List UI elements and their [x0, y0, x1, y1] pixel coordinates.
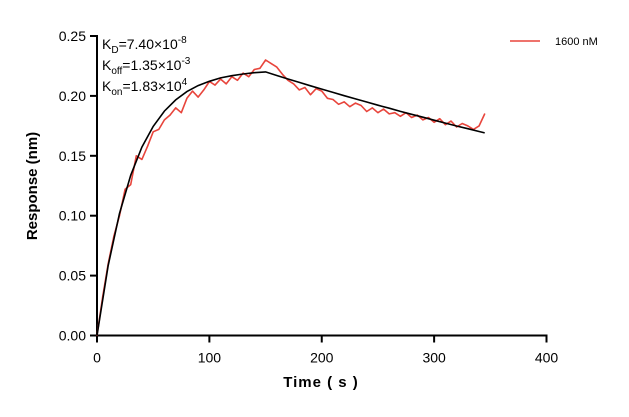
annotation-sup: -8 [178, 35, 187, 46]
data-point [366, 110, 368, 113]
data-point [467, 125, 469, 127]
annotation-sub: D [111, 45, 118, 56]
data-point [321, 90, 323, 92]
data-point [248, 76, 250, 78]
data-point [276, 66, 278, 68]
data-point [411, 116, 413, 119]
legend: 1600 nM [510, 36, 598, 48]
data-point [146, 145, 149, 147]
data-point [332, 98, 334, 101]
data-point [338, 103, 340, 105]
annotation-text: =1.83×10 [122, 78, 181, 94]
data-point [287, 79, 289, 81]
annotation-line: Kon=1.83×104 [102, 77, 188, 98]
data-point [382, 108, 385, 110]
y-tick-label: 0.05 [59, 268, 86, 284]
y-tick-label: 0.25 [59, 28, 86, 44]
data-point [461, 122, 463, 125]
annotation-sup: -3 [181, 56, 190, 67]
data-point [124, 188, 126, 190]
data-point [293, 83, 295, 85]
data-point [450, 120, 452, 122]
data-point [349, 106, 351, 108]
annotation-line: Koff=1.35×10-3 [102, 56, 191, 77]
data-point [186, 97, 188, 99]
annotation-sub: off [111, 66, 122, 77]
x-tick-label: 0 [93, 350, 101, 366]
data-point [304, 86, 306, 89]
data-point [158, 128, 160, 131]
data-point [180, 112, 182, 114]
data-point [169, 114, 171, 116]
y-tick-label: 0.00 [59, 328, 86, 344]
data-point [309, 94, 312, 96]
x-tick-label: 100 [198, 350, 222, 366]
y-tick-label: 0.20 [59, 88, 86, 104]
data-point [225, 83, 227, 85]
data-point [214, 84, 216, 86]
data-point [484, 113, 486, 115]
annotation-text: =7.40×10 [119, 36, 178, 52]
x-axis-label: Time ( s ) [283, 374, 359, 391]
data-point [360, 104, 362, 107]
data-point [371, 107, 373, 109]
data-point [478, 125, 480, 127]
y-tick-label: 0.15 [59, 148, 86, 164]
annotation-sub: on [111, 87, 122, 98]
data-point [236, 79, 239, 81]
data-point [175, 107, 177, 109]
y-axis-label: Response (nm) [24, 132, 41, 240]
data-point [433, 121, 435, 123]
annotation-base: K [102, 36, 112, 52]
data-point [394, 112, 396, 114]
plot-area [96, 59, 486, 337]
data-point [130, 183, 132, 186]
data-point [444, 124, 446, 126]
data-point [197, 96, 199, 98]
x-tick-label: 200 [310, 350, 334, 366]
data-point [264, 59, 267, 61]
data-point [326, 97, 328, 99]
x-tick-label: 300 [422, 350, 446, 366]
y-tick-label: 0.10 [59, 208, 86, 224]
data-point [270, 62, 272, 65]
data-point [220, 78, 222, 80]
data-point [141, 158, 143, 160]
axes: 0 100 200 300 400 0.00 0.05 0.10 0.15 0.20 0.25 [59, 28, 559, 366]
series-line-0 [96, 59, 486, 336]
legend-label: 1600 nM [555, 36, 598, 48]
annotation-line: KD=7.40×10-8 [102, 35, 187, 56]
data-point [253, 68, 255, 71]
data-point [135, 155, 137, 157]
data-point [354, 102, 357, 104]
annotation-sup: 4 [182, 77, 188, 88]
data-point [399, 115, 402, 117]
data-point [343, 101, 345, 103]
data-point [377, 112, 379, 114]
data-point [427, 116, 430, 119]
annotation-text: =1.35×10 [122, 57, 181, 73]
annotation-base: K [102, 57, 112, 73]
annotation-base: K [102, 78, 112, 94]
data-point [298, 89, 300, 91]
x-tick-label: 400 [535, 350, 559, 366]
data-point [422, 119, 424, 121]
data-point [439, 118, 441, 120]
data-point [315, 88, 317, 90]
data-point [203, 89, 205, 91]
data-point [281, 73, 284, 75]
data-point [152, 131, 154, 133]
data-point [259, 67, 261, 69]
data-point [163, 119, 166, 121]
data-point [191, 90, 194, 92]
fit-curve [96, 71, 485, 336]
data-point [388, 113, 390, 115]
